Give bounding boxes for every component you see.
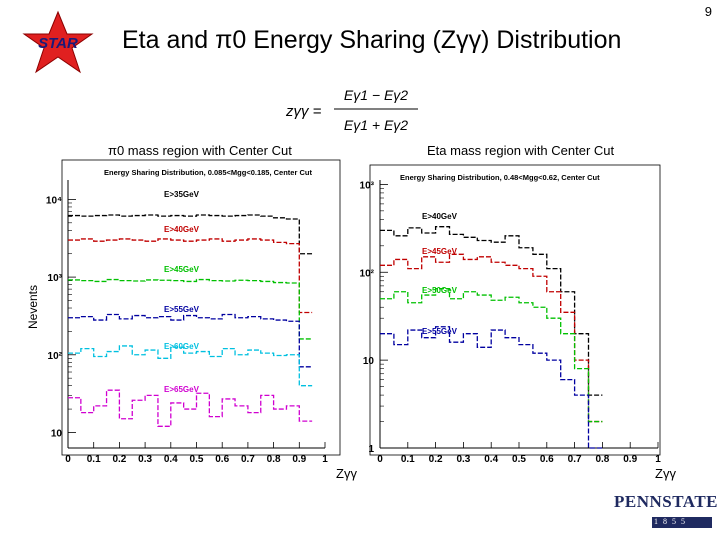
y-tick-label: 10: [363, 356, 375, 367]
x-tick-label: 0.7: [241, 454, 255, 465]
x-tick-label: 0.2: [112, 454, 126, 465]
series-line-e45gev: [380, 253, 603, 423]
x-tick-label: 0.9: [292, 454, 306, 465]
series-label: E>40GeV: [164, 225, 200, 234]
x-tick-label: 0.4: [164, 454, 178, 465]
x-tick-label: 0: [377, 454, 383, 465]
x-tick-label: 0.2: [429, 454, 443, 465]
x-tick-label: 0.8: [267, 454, 281, 465]
x-tick-label: 0.7: [568, 454, 582, 465]
series-line-e50gev: [380, 288, 603, 423]
x-tick-label: 0: [65, 454, 71, 465]
page-number: 9: [704, 4, 712, 19]
right-x-axis-title: Zγγ: [655, 466, 676, 481]
x-tick-label: 0.3: [456, 454, 470, 465]
zgg-formula: zγγ = Eγ1 − Eγ2 Eγ1 + Eγ2: [285, 87, 418, 133]
right-region-caption: Eta mass region with Center Cut: [427, 143, 615, 158]
x-tick-label: 0.6: [215, 454, 229, 465]
pennstate-logo-year: 1855: [654, 517, 690, 526]
x-tick-label: 0.5: [512, 454, 526, 465]
x-tick-label: 0.8: [595, 454, 609, 465]
series-label: E>55GeV: [422, 327, 458, 336]
y-tick-label: 10⁴: [46, 195, 62, 206]
series-label: E>45GeV: [164, 265, 200, 274]
y-tick-label: 10²: [48, 351, 63, 362]
chart-title: Energy Sharing Distribution, 0.48<Mgg<0.…: [400, 173, 600, 182]
x-tick-label: 0.6: [540, 454, 554, 465]
x-tick-label: 1: [655, 454, 661, 465]
slide-title: Eta and π0 Energy Sharing (Zγγ) Distribu…: [122, 26, 622, 54]
series-line-e55gev: [380, 326, 603, 449]
pennstate-logo-bar: [652, 517, 712, 528]
formula-numerator: Eγ1 − Eγ2: [344, 87, 408, 103]
series-line-e35gev: [68, 214, 313, 255]
left-x-axis-title: Zγγ: [336, 466, 357, 481]
series-label: E>40GeV: [422, 212, 458, 221]
star-logo: STAR: [22, 10, 94, 74]
series-line-e60gev: [68, 345, 313, 387]
formula-denominator: Eγ1 + Eγ2: [344, 117, 408, 133]
x-tick-label: 0.9: [623, 454, 637, 465]
x-tick-label: 0.5: [190, 454, 204, 465]
formula-lhs: zγγ =: [285, 103, 322, 120]
x-tick-label: 0.4: [484, 454, 498, 465]
red-star-icon: [22, 10, 94, 74]
x-tick-label: 0.1: [87, 454, 101, 465]
chart-title: Energy Sharing Distribution, 0.085<Mgg<0…: [104, 168, 312, 177]
star-logo-text: STAR: [38, 35, 78, 52]
series-line-e55gev: [68, 313, 313, 368]
y-tick-label: 10³: [360, 180, 375, 191]
series-line-e40gev: [380, 226, 603, 396]
pennstate-logo-text: PENNSTATE: [614, 492, 719, 511]
series-line-e65gev: [68, 389, 313, 427]
series-label: E>35GeV: [164, 190, 200, 199]
x-tick-label: 0.1: [401, 454, 415, 465]
series-line-e45gev: [68, 278, 313, 340]
series-label: E>60GeV: [164, 342, 200, 351]
y-tick-label: 10²: [360, 268, 375, 279]
y-tick-label: 10³: [48, 273, 63, 284]
series-label: E>45GeV: [422, 247, 458, 256]
x-tick-label: 1: [322, 454, 328, 465]
series-label: E>50GeV: [422, 286, 458, 295]
series-line-e40gev: [68, 238, 313, 314]
left-region-caption: π0 mass region with Center Cut: [108, 143, 292, 158]
series-label: E>55GeV: [164, 305, 200, 314]
y-tick-label: 1: [368, 444, 374, 455]
chart-frame: [369, 164, 661, 456]
y-tick-label: 10: [51, 428, 63, 439]
x-tick-label: 0.3: [138, 454, 152, 465]
series-label: E>65GeV: [164, 385, 200, 394]
